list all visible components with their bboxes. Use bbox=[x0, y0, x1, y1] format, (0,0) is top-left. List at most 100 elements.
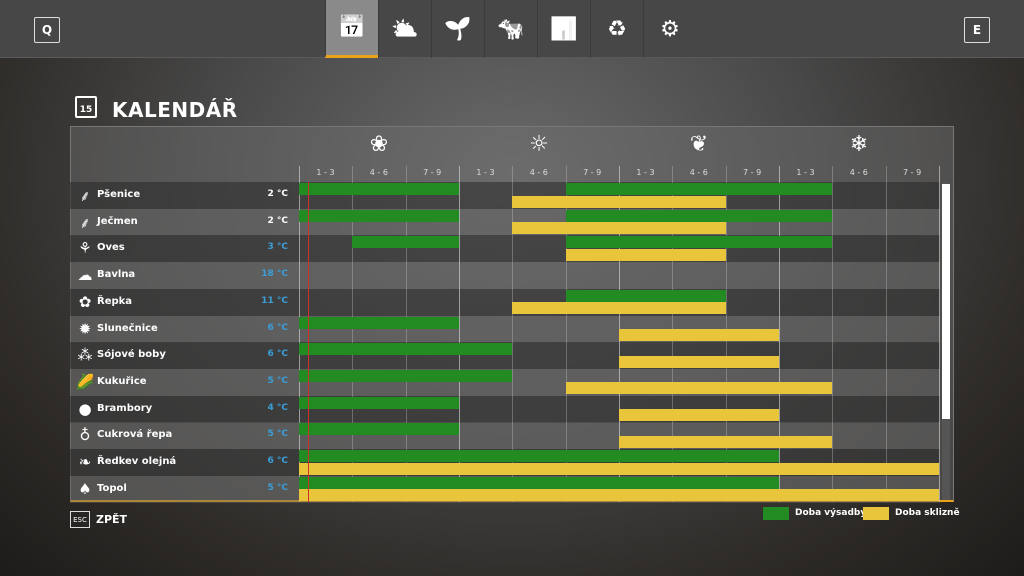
crop-min-temperature: 11 °C bbox=[261, 295, 288, 306]
planting-bar bbox=[299, 183, 459, 195]
crop-min-temperature: 4 °C bbox=[267, 402, 288, 413]
wheat-icon: ⸙ bbox=[79, 187, 91, 205]
grid-line bbox=[299, 166, 300, 502]
planting-bar bbox=[565, 236, 833, 249]
next-page-key-button[interactable]: E bbox=[964, 17, 990, 43]
grid-line bbox=[885, 166, 887, 502]
crop-min-temperature: 3 °C bbox=[267, 242, 288, 253]
planting-bar bbox=[299, 396, 459, 409]
crop-min-temperature: 6 °C bbox=[267, 322, 288, 333]
crop-name: Ječmen bbox=[97, 215, 138, 227]
harvest-bar bbox=[512, 222, 726, 235]
crop-name: Kukuřice bbox=[97, 375, 147, 387]
grid-line bbox=[405, 166, 407, 502]
scrollbar-thumb[interactable] bbox=[942, 184, 950, 419]
crop-name: Ředkev olejná bbox=[97, 456, 177, 467]
crop-row: ✹ Slunečnice 6 °C bbox=[70, 315, 940, 343]
period-label: 7 - 9 bbox=[583, 168, 602, 177]
crop-name: Cukrová řepa bbox=[97, 429, 173, 441]
harvest-bar bbox=[618, 355, 779, 368]
poplar-icon: ♠ bbox=[78, 479, 92, 498]
harvest-bar bbox=[512, 302, 726, 315]
crop-min-temperature: 5 °C bbox=[267, 375, 288, 386]
canola-icon: ✿ bbox=[78, 292, 92, 311]
planting-bar bbox=[299, 476, 779, 489]
cotton-icon: ☁ bbox=[77, 266, 93, 285]
legend-harvest-swatch bbox=[863, 507, 889, 520]
gears-icon: ⚙ bbox=[660, 16, 680, 42]
legend-harvest-label: Doba sklizně bbox=[895, 508, 960, 518]
crop-name: Pšenice bbox=[97, 189, 141, 200]
oat-icon: ⚘ bbox=[78, 239, 92, 258]
back-button[interactable]: ZPĚT bbox=[96, 513, 128, 526]
tab-weather[interactable]: ⛅ bbox=[378, 0, 431, 58]
tab-sprout[interactable]: 🌱 bbox=[431, 0, 484, 58]
tab-cow[interactable]: 🐄 bbox=[484, 0, 537, 58]
cow-icon: 🐄 bbox=[497, 16, 525, 42]
sunflower-icon: ✹ bbox=[78, 319, 92, 338]
grid-line bbox=[458, 166, 460, 502]
crop-min-temperature: 5 °C bbox=[267, 429, 288, 440]
calendar-icon: 📅 bbox=[338, 15, 366, 40]
planting-bar bbox=[299, 316, 459, 329]
grid-line bbox=[938, 166, 940, 502]
scrollbar[interactable] bbox=[942, 182, 950, 500]
legend-planting-label: Doba výsadby bbox=[795, 508, 867, 518]
harvest-bar bbox=[618, 329, 779, 341]
harvest-bar bbox=[512, 195, 726, 208]
soybean-icon: ⁂ bbox=[77, 346, 93, 365]
prev-page-key-button[interactable]: Q bbox=[34, 17, 60, 43]
crop-min-temperature: 18 °C bbox=[261, 269, 288, 280]
potato-icon: ● bbox=[78, 399, 92, 418]
period-label: 7 - 9 bbox=[903, 168, 922, 177]
current-date-marker bbox=[308, 182, 309, 502]
crop-name: Slunečnice bbox=[97, 322, 158, 334]
winter-snowflake-icon: ❄ bbox=[849, 132, 869, 157]
planting-bar bbox=[299, 423, 459, 436]
crop-name: Oves bbox=[97, 242, 125, 254]
spring-flower-icon: ❀ bbox=[369, 132, 389, 157]
harvest-bar bbox=[618, 435, 833, 448]
period-label: 4 - 6 bbox=[689, 168, 708, 177]
oilradish-icon: ❧ bbox=[78, 453, 92, 471]
period-label: 7 - 9 bbox=[743, 168, 762, 177]
period-label: 4 - 6 bbox=[849, 168, 868, 177]
crop-min-temperature: 6 °C bbox=[267, 456, 288, 466]
crop-name: Řepka bbox=[97, 295, 133, 307]
crop-row: ☁ Bavlna 18 °C bbox=[70, 262, 940, 290]
tab-cycle[interactable]: ♻ bbox=[590, 0, 643, 58]
crop-row: ✿ Řepka 11 °C bbox=[70, 288, 940, 316]
crop-name: Bavlna bbox=[97, 269, 136, 281]
planting-bar bbox=[565, 289, 726, 302]
period-label: 1 - 3 bbox=[796, 168, 815, 177]
crop-min-temperature: 5 °C bbox=[267, 482, 288, 493]
period-label: 1 - 3 bbox=[476, 168, 495, 177]
planting-bar bbox=[352, 236, 459, 249]
calendar-icon: 15 bbox=[75, 96, 97, 118]
period-label: 7 - 9 bbox=[423, 168, 442, 177]
grid-line bbox=[778, 166, 780, 502]
harvest-bar bbox=[618, 409, 779, 422]
tab-calendar[interactable]: 📅 bbox=[325, 0, 378, 58]
legend-planting-swatch bbox=[763, 507, 789, 520]
grid-line bbox=[352, 166, 354, 502]
page-title: KALENDÁŘ bbox=[112, 98, 238, 122]
crop-min-temperature: 6 °C bbox=[267, 349, 288, 360]
crop-name: Topol bbox=[97, 482, 127, 494]
harvest-bar bbox=[565, 248, 726, 261]
tab-gears[interactable]: ⚙ bbox=[643, 0, 696, 58]
weather-icon: ⛅ bbox=[391, 16, 419, 42]
planting-bar bbox=[299, 369, 513, 382]
crop-min-temperature: 2 °C bbox=[267, 189, 288, 199]
esc-key-icon[interactable]: ESC bbox=[70, 511, 90, 528]
top-menu-bar: Q 📅 ⛅ 🌱 🐄 📊 ♻ ⚙ E bbox=[0, 0, 1024, 58]
cycle-icon: ♻ bbox=[607, 16, 627, 42]
harvest-bar bbox=[299, 462, 939, 475]
period-label: 4 - 6 bbox=[529, 168, 548, 177]
crop-name: Brambory bbox=[97, 402, 153, 414]
planting-bar bbox=[299, 343, 513, 356]
tab-stats-chart[interactable]: 📊 bbox=[537, 0, 590, 58]
planting-bar bbox=[565, 183, 833, 195]
crop-min-temperature: 2 °C bbox=[267, 215, 288, 226]
planting-bar bbox=[299, 209, 459, 222]
